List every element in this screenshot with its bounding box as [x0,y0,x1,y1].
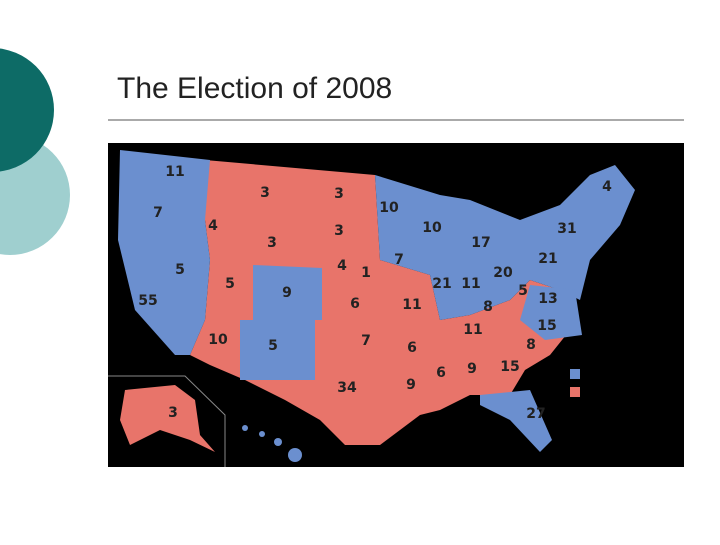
electoral-votes: 34 [337,380,357,396]
electoral-votes: 10 [379,200,399,216]
blue-region [240,320,315,380]
electoral-votes: 5 [268,338,278,354]
electoral-votes: 55 [138,293,157,309]
slide-title: The Election of 2008 [117,72,392,105]
electoral-votes: 11 [461,276,480,292]
map [108,143,684,467]
electoral-votes: 3 [334,223,344,239]
electoral-votes: 5 [175,262,185,278]
electoral-votes: 31 [557,221,576,237]
electoral-votes: 9 [282,285,292,301]
hawaii [242,425,302,462]
electoral-votes: 5 [518,283,528,299]
electoral-votes: 3 [267,235,277,251]
electoral-votes: 8 [526,337,536,353]
electoral-votes: 10 [422,220,442,236]
electoral-votes: 5 [225,276,235,292]
electoral-votes: 3 [168,405,178,421]
electoral-votes: 6 [436,365,446,381]
electoral-votes: 7 [394,252,404,268]
electoral-votes: 9 [406,377,416,393]
red-region [120,385,215,452]
electoral-votes: 10 [208,332,228,348]
inset-border [108,375,226,467]
blue-region [118,150,210,355]
electoral-votes: 13 [538,291,557,307]
electoral-votes: 15 [500,359,519,375]
electoral-votes: 20 [493,265,513,281]
electoral-votes: 11 [463,322,482,338]
electoral-votes: 4 [602,179,612,195]
decor-circle [0,48,54,172]
electoral-votes: 8 [483,299,493,315]
blue-region [375,165,635,320]
electoral-votes: 4 [337,258,347,274]
electoral-votes: 11 [165,164,184,180]
electoral-votes: 21 [432,276,451,292]
electoral-votes: 27 [526,406,545,422]
electoral-votes: 17 [471,235,490,251]
electoral-votes: 21 [538,251,557,267]
electoral-votes: 6 [350,296,360,312]
electoral-votes: 15 [537,318,556,334]
legend-swatch [570,369,580,379]
blue-region [520,285,582,340]
electoral-votes: 1 [361,265,371,281]
blue-region [253,265,322,320]
blue-region [480,390,552,452]
electoral-votes: 7 [153,205,163,221]
electoral-votes: 6 [407,340,417,356]
electoral-votes: 7 [361,333,371,349]
electoral-votes: 3 [334,186,344,202]
electoral-votes: 9 [467,361,477,377]
legend-swatch [570,387,580,397]
electoral-votes: 11 [402,297,421,313]
electoral-votes: 3 [260,185,270,201]
electoral-votes: 4 [208,218,218,234]
